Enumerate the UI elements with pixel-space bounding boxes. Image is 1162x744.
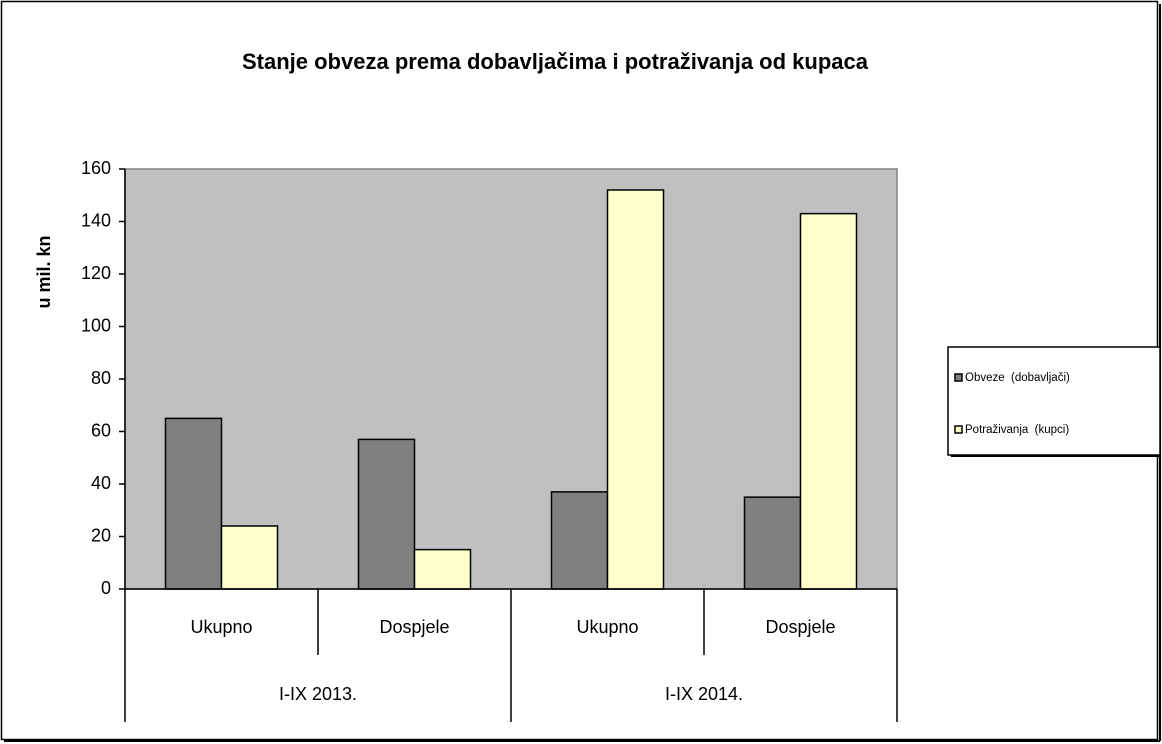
x-tick-label: Ukupno: [576, 617, 638, 637]
y-tick-label: 120: [81, 263, 111, 283]
bar: [164, 417, 223, 590]
bar: [799, 212, 858, 590]
y-tick-label: 140: [81, 210, 111, 230]
y-tick-label: 20: [91, 525, 111, 545]
y-tick-label: 0: [101, 578, 111, 598]
y-tick-label: 100: [81, 315, 111, 335]
bar: [413, 548, 472, 590]
legend-marker: [954, 425, 963, 434]
legend-label: Obveze (dobavljači): [965, 372, 1070, 384]
bar: [606, 189, 665, 590]
x-tick-label: Dospjele: [765, 617, 835, 637]
legend-box: [947, 346, 1161, 456]
legend-label: Potraživanja (kupci): [965, 424, 1069, 436]
bar: [743, 496, 802, 590]
bar: [550, 491, 609, 590]
y-tick-label: 40: [91, 473, 111, 493]
group-label: I-IX 2014.: [665, 684, 743, 704]
y-tick-label: 160: [81, 158, 111, 178]
y-tick-label: 80: [91, 368, 111, 388]
y-tick-label: 60: [91, 420, 111, 440]
chart-title: Stanje obveza prema dobavljačima i potra…: [242, 49, 869, 74]
y-axis-label: u mil. kn: [34, 235, 54, 308]
bar: [220, 525, 279, 590]
x-tick-label: Dospjele: [379, 617, 449, 637]
bar: [357, 438, 416, 590]
legend-marker: [954, 373, 963, 382]
group-label: I-IX 2013.: [279, 684, 357, 704]
x-tick-label: Ukupno: [190, 617, 252, 637]
